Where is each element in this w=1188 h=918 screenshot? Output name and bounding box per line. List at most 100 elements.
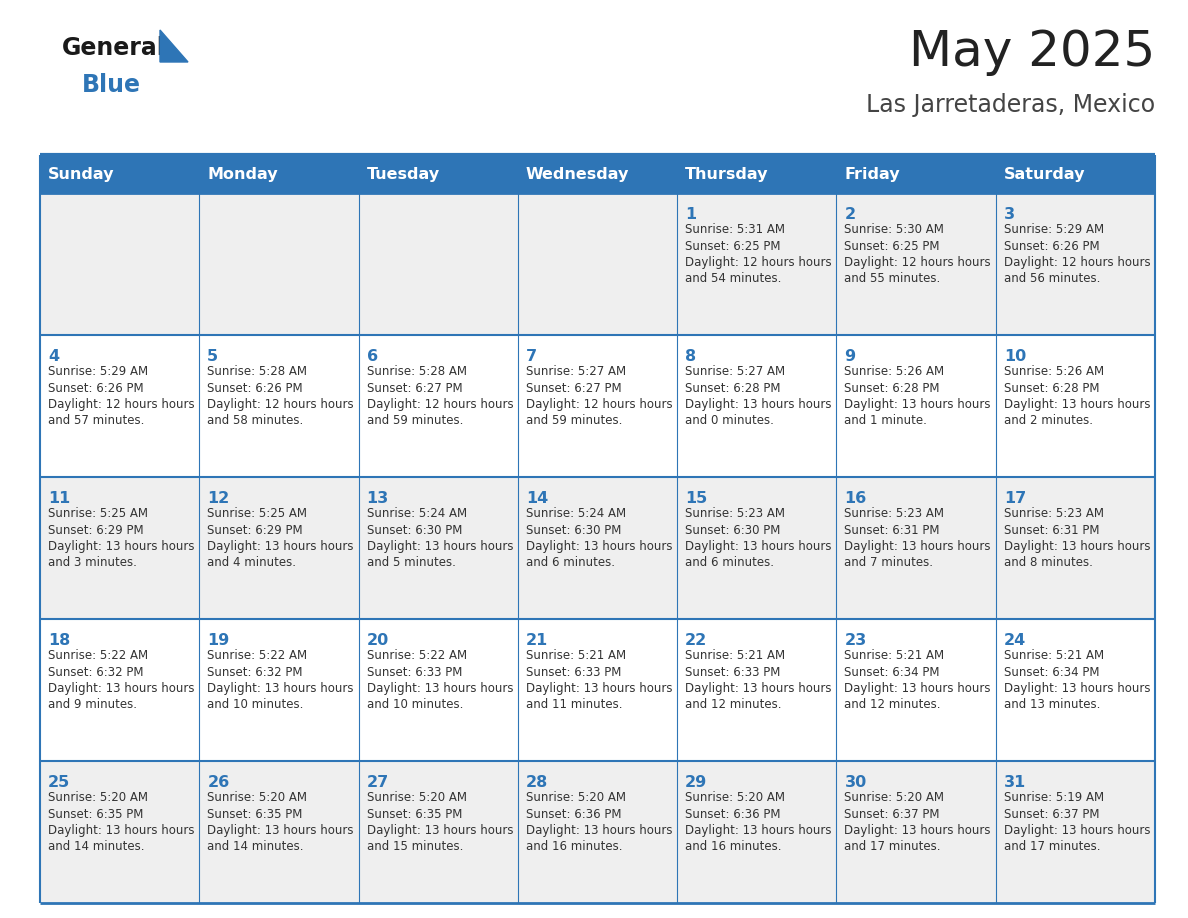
Text: Daylight: 13 hours hours: Daylight: 13 hours hours (1004, 682, 1150, 695)
Text: Daylight: 13 hours hours: Daylight: 13 hours hours (526, 540, 672, 553)
Text: Sunrise: 5:20 AM: Sunrise: 5:20 AM (845, 791, 944, 804)
Text: and 17 minutes.: and 17 minutes. (845, 841, 941, 854)
Bar (40, 761, 200, 903)
Bar (359, 761, 518, 903)
Text: Thursday: Thursday (685, 166, 769, 182)
Text: Sunset: 6:33 PM: Sunset: 6:33 PM (685, 666, 781, 678)
Text: Sunset: 6:25 PM: Sunset: 6:25 PM (685, 240, 781, 252)
Text: and 17 minutes.: and 17 minutes. (1004, 841, 1100, 854)
Text: Sunrise: 5:20 AM: Sunrise: 5:20 AM (48, 791, 148, 804)
Bar (836, 155, 996, 193)
Text: and 57 minutes.: and 57 minutes. (48, 415, 145, 428)
Text: and 16 minutes.: and 16 minutes. (685, 841, 782, 854)
Text: Sunrise: 5:24 AM: Sunrise: 5:24 AM (367, 507, 467, 520)
Text: Daylight: 13 hours hours: Daylight: 13 hours hours (685, 540, 832, 553)
Text: Sunset: 6:26 PM: Sunset: 6:26 PM (207, 382, 303, 395)
Bar (836, 335, 996, 477)
Text: Sunset: 6:27 PM: Sunset: 6:27 PM (526, 382, 621, 395)
Text: Sunrise: 5:19 AM: Sunrise: 5:19 AM (1004, 791, 1104, 804)
Bar (518, 477, 677, 619)
Text: Sunrise: 5:23 AM: Sunrise: 5:23 AM (1004, 507, 1104, 520)
Text: 2: 2 (845, 207, 855, 222)
Text: Sunset: 6:35 PM: Sunset: 6:35 PM (367, 808, 462, 821)
Text: Daylight: 13 hours hours: Daylight: 13 hours hours (1004, 398, 1150, 411)
Text: Daylight: 13 hours hours: Daylight: 13 hours hours (207, 824, 354, 837)
Text: Sunset: 6:26 PM: Sunset: 6:26 PM (48, 382, 144, 395)
Bar (836, 477, 996, 619)
Bar (200, 619, 359, 761)
Text: Daylight: 12 hours hours: Daylight: 12 hours hours (1004, 256, 1150, 269)
Text: Daylight: 13 hours hours: Daylight: 13 hours hours (526, 682, 672, 695)
Text: May 2025: May 2025 (909, 28, 1155, 76)
Text: and 12 minutes.: and 12 minutes. (845, 699, 941, 711)
Text: 1: 1 (685, 207, 696, 222)
Text: Sunrise: 5:21 AM: Sunrise: 5:21 AM (526, 649, 626, 662)
Text: Sunset: 6:37 PM: Sunset: 6:37 PM (1004, 808, 1099, 821)
Text: and 59 minutes.: and 59 minutes. (367, 415, 463, 428)
Text: Daylight: 12 hours hours: Daylight: 12 hours hours (48, 398, 195, 411)
Text: and 16 minutes.: and 16 minutes. (526, 841, 623, 854)
Text: Sunset: 6:35 PM: Sunset: 6:35 PM (207, 808, 303, 821)
Text: 16: 16 (845, 491, 867, 506)
Text: Sunrise: 5:20 AM: Sunrise: 5:20 AM (685, 791, 785, 804)
Bar (359, 155, 518, 193)
Bar (40, 193, 200, 335)
Text: Sunrise: 5:21 AM: Sunrise: 5:21 AM (845, 649, 944, 662)
Text: and 8 minutes.: and 8 minutes. (1004, 556, 1093, 569)
Text: 17: 17 (1004, 491, 1026, 506)
Text: Daylight: 13 hours hours: Daylight: 13 hours hours (367, 682, 513, 695)
Text: Daylight: 12 hours hours: Daylight: 12 hours hours (685, 256, 832, 269)
Bar (996, 155, 1155, 193)
Text: Daylight: 13 hours hours: Daylight: 13 hours hours (207, 540, 354, 553)
Text: 18: 18 (48, 633, 70, 648)
Text: Daylight: 13 hours hours: Daylight: 13 hours hours (685, 682, 832, 695)
Text: Sunset: 6:30 PM: Sunset: 6:30 PM (526, 523, 621, 536)
Bar (200, 761, 359, 903)
Text: 26: 26 (207, 775, 229, 790)
Text: 28: 28 (526, 775, 548, 790)
Text: Sunset: 6:27 PM: Sunset: 6:27 PM (367, 382, 462, 395)
Text: Daylight: 13 hours hours: Daylight: 13 hours hours (526, 824, 672, 837)
Text: Sunset: 6:25 PM: Sunset: 6:25 PM (845, 240, 940, 252)
Text: Daylight: 13 hours hours: Daylight: 13 hours hours (48, 824, 195, 837)
Text: Daylight: 13 hours hours: Daylight: 13 hours hours (207, 682, 354, 695)
Text: Saturday: Saturday (1004, 166, 1085, 182)
Text: 8: 8 (685, 349, 696, 364)
Text: Sunset: 6:32 PM: Sunset: 6:32 PM (48, 666, 144, 678)
Text: Sunrise: 5:21 AM: Sunrise: 5:21 AM (1004, 649, 1104, 662)
Text: Sunrise: 5:22 AM: Sunrise: 5:22 AM (207, 649, 308, 662)
Text: Sunrise: 5:22 AM: Sunrise: 5:22 AM (367, 649, 467, 662)
Bar (518, 193, 677, 335)
Text: Daylight: 13 hours hours: Daylight: 13 hours hours (48, 682, 195, 695)
Text: Sunset: 6:37 PM: Sunset: 6:37 PM (845, 808, 940, 821)
Bar (836, 193, 996, 335)
Text: Sunrise: 5:22 AM: Sunrise: 5:22 AM (48, 649, 148, 662)
Text: Sunset: 6:28 PM: Sunset: 6:28 PM (1004, 382, 1099, 395)
Text: Sunset: 6:31 PM: Sunset: 6:31 PM (845, 523, 940, 536)
Text: and 14 minutes.: and 14 minutes. (207, 841, 304, 854)
Text: Las Jarretaderas, Mexico: Las Jarretaderas, Mexico (866, 93, 1155, 117)
Text: Daylight: 13 hours hours: Daylight: 13 hours hours (1004, 824, 1150, 837)
Text: Sunrise: 5:29 AM: Sunrise: 5:29 AM (1004, 223, 1104, 236)
Text: 11: 11 (48, 491, 70, 506)
Text: Sunrise: 5:26 AM: Sunrise: 5:26 AM (1004, 365, 1104, 378)
Text: and 3 minutes.: and 3 minutes. (48, 556, 137, 569)
Bar (996, 761, 1155, 903)
Text: Sunset: 6:29 PM: Sunset: 6:29 PM (207, 523, 303, 536)
Bar (40, 619, 200, 761)
Text: 29: 29 (685, 775, 707, 790)
Text: Sunrise: 5:20 AM: Sunrise: 5:20 AM (367, 791, 467, 804)
Text: Sunrise: 5:20 AM: Sunrise: 5:20 AM (526, 791, 626, 804)
Bar (677, 155, 836, 193)
Text: Wednesday: Wednesday (526, 166, 630, 182)
Text: and 4 minutes.: and 4 minutes. (207, 556, 296, 569)
Text: General: General (62, 36, 166, 60)
Text: Sunrise: 5:21 AM: Sunrise: 5:21 AM (685, 649, 785, 662)
Text: Blue: Blue (82, 73, 141, 97)
Text: Daylight: 13 hours hours: Daylight: 13 hours hours (685, 824, 832, 837)
Bar (518, 619, 677, 761)
Text: 15: 15 (685, 491, 707, 506)
Text: and 7 minutes.: and 7 minutes. (845, 556, 934, 569)
Text: and 10 minutes.: and 10 minutes. (367, 699, 463, 711)
Text: Daylight: 12 hours hours: Daylight: 12 hours hours (367, 398, 513, 411)
